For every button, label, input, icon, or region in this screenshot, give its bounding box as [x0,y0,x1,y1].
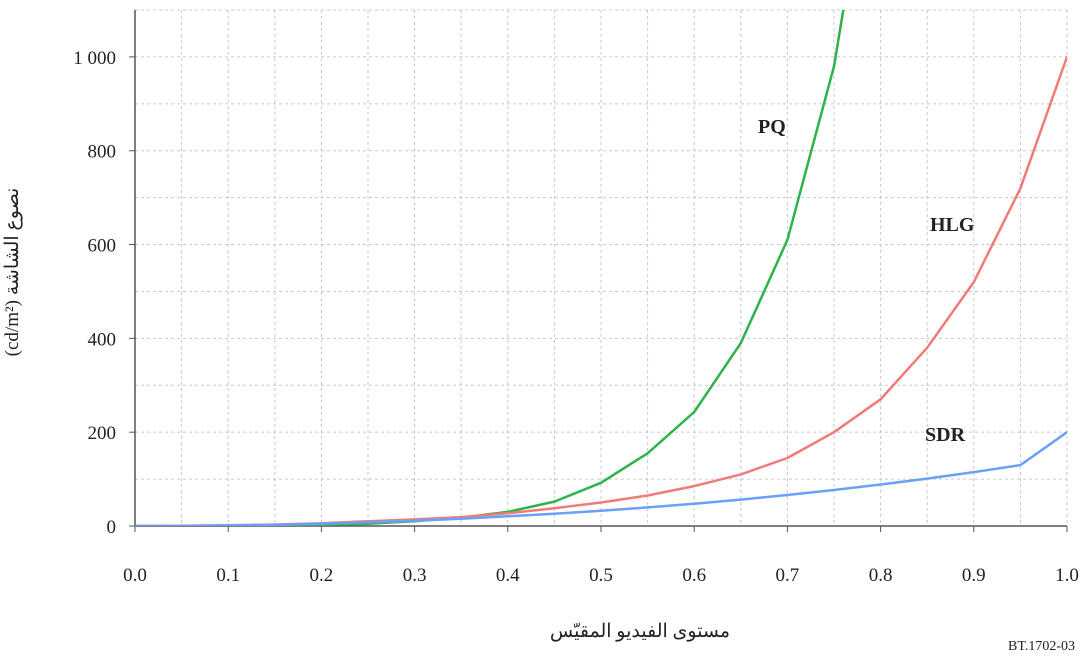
x-tick-label: 0.7 [776,565,800,586]
x-tick-label: 0.0 [123,565,147,586]
figure-id: BT.1702-03 [1008,639,1075,654]
series-label-sdr: SDR [925,424,966,446]
series-line-pq [135,10,845,526]
x-tick-label: 0.1 [216,565,240,586]
x-tick-label: 0.2 [310,565,334,586]
series-layer [135,10,1067,526]
axes-layer: 0.0 0.1 0.2 0.3 0.4 0.5 0.6 0.7 0.8 0.9 1.0 0 200 400… [73,10,1079,586]
x-tick-label: 0.6 [682,565,706,586]
x-tick-label: 0.5 [589,565,613,586]
series-label-pq: PQ [758,116,786,138]
x-tick-label: 0.3 [403,565,427,586]
series-line-sdr [135,430,1067,526]
x-tick-label: 0.4 [496,565,520,586]
x-axis-title: مستوى الفيديو المقيّس [550,621,730,642]
x-tick-label: 0.8 [869,565,893,586]
y-tick-label: 600 [88,236,117,257]
x-tick-label: 0.9 [962,565,986,586]
label-layer: PQ HLG SDR [758,116,975,446]
y-tick-label: 200 [88,423,117,444]
series-label-hlg: HLG [930,214,975,236]
x-tick-label: 1.0 [1055,565,1079,586]
y-tick-label: 1 000 [73,48,116,69]
y-tick-label: 400 [88,329,117,350]
y-tick-label: 800 [88,142,117,163]
grid-layer [134,9,1068,527]
y-tick-label: 0 [107,517,117,538]
y-axis-title: نصوع الشاشة (cd/m²) [2,188,23,357]
